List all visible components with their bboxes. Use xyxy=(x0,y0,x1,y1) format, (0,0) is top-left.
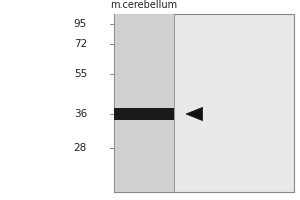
Text: 36: 36 xyxy=(74,109,87,119)
Text: 95: 95 xyxy=(74,19,87,29)
Bar xyxy=(114,108,174,120)
Text: m.cerebellum: m.cerebellum xyxy=(110,0,178,10)
Text: 28: 28 xyxy=(74,143,87,153)
Bar xyxy=(114,14,294,192)
Bar xyxy=(114,14,174,192)
Polygon shape xyxy=(186,107,202,121)
Text: 55: 55 xyxy=(74,69,87,79)
Text: 72: 72 xyxy=(74,39,87,49)
